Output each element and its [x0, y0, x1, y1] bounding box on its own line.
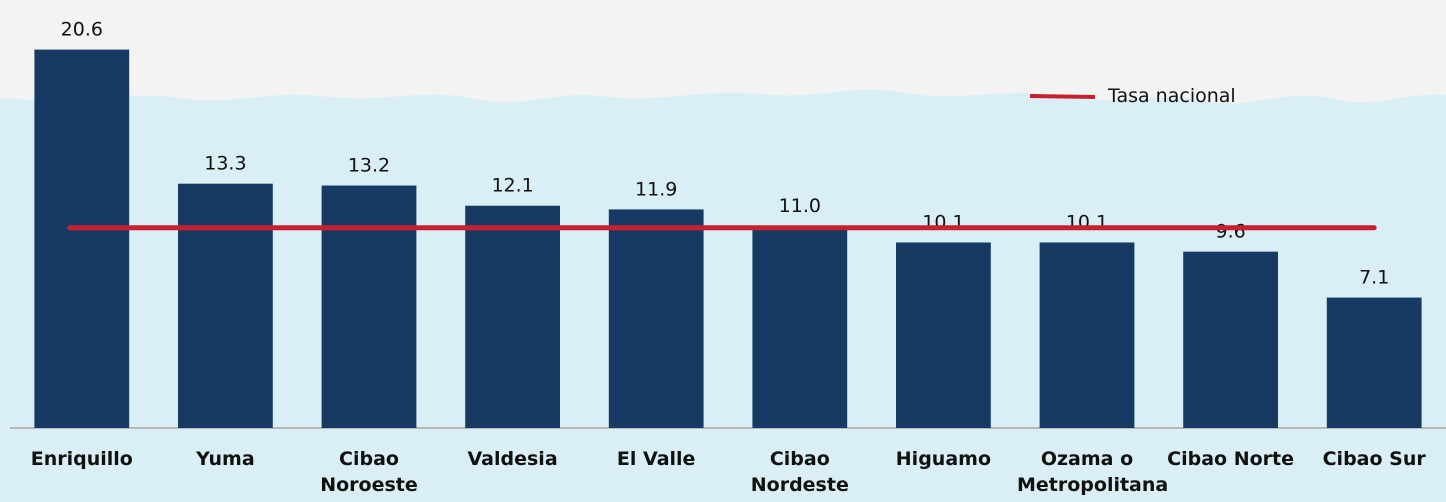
x-tick-label: Cibao Noroeste — [320, 448, 418, 496]
x-tick-label: Cibao Norte — [1167, 448, 1295, 470]
bar — [1326, 297, 1422, 428]
legend-label: Tasa nacional — [1107, 85, 1236, 107]
background-paper — [0, 0, 1446, 104]
bar — [752, 225, 848, 428]
x-tick-label: Cibao Nordeste — [750, 448, 849, 496]
bar — [608, 209, 704, 428]
x-tick-label: Valdesia — [467, 448, 558, 470]
bar — [1183, 251, 1278, 428]
bar — [321, 185, 417, 428]
x-tick-label: Higuamo — [895, 448, 991, 470]
x-tick-label: Yuma — [196, 448, 255, 470]
value-label: 11.0 — [779, 195, 821, 217]
value-label: 20.6 — [61, 19, 103, 41]
x-tick-label: Enriquillo — [30, 448, 133, 470]
x-tick-label: Cibao Sur — [1322, 448, 1426, 470]
legend-swatch — [1029, 94, 1096, 99]
value-label: 11.9 — [635, 178, 677, 200]
value-label: 7.1 — [1359, 267, 1389, 289]
value-label: 13.3 — [204, 153, 246, 175]
bar — [34, 49, 130, 429]
value-label: 12.1 — [491, 175, 533, 197]
bar — [465, 205, 560, 428]
bar — [178, 183, 273, 428]
bar — [896, 242, 991, 428]
x-tick-label: El Valle — [616, 448, 696, 470]
bar — [1039, 242, 1135, 428]
x-tick-label: Ozama o Metropolitana — [1017, 448, 1169, 496]
value-label: 13.2 — [348, 155, 390, 177]
value-label: 9.6 — [1215, 221, 1245, 243]
